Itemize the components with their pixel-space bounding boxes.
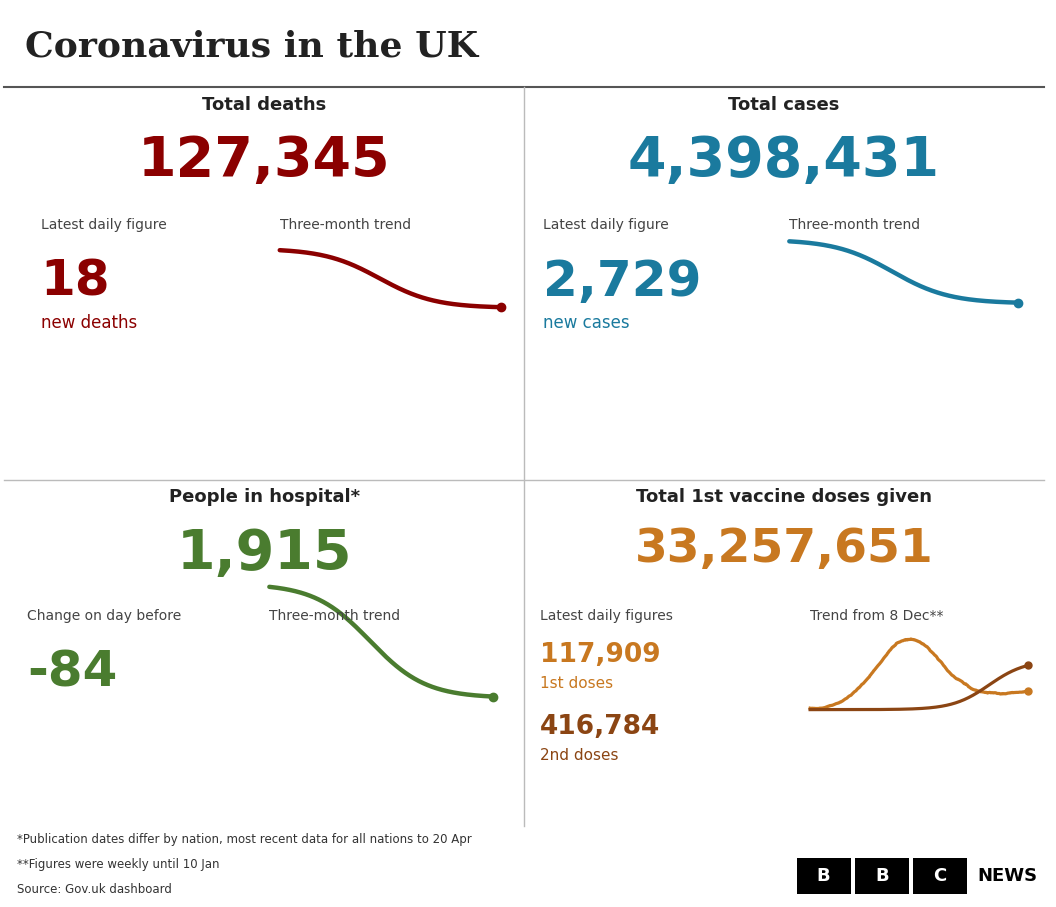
FancyBboxPatch shape: [854, 858, 909, 893]
FancyBboxPatch shape: [796, 858, 851, 893]
Text: 127,345: 127,345: [138, 134, 391, 189]
Text: *Publication dates differ by nation, most recent data for all nations to 20 Apr: *Publication dates differ by nation, mos…: [17, 833, 471, 845]
Text: 4,398,431: 4,398,431: [628, 134, 940, 189]
Text: NEWS: NEWS: [978, 867, 1038, 885]
Text: 1st doses: 1st doses: [540, 677, 612, 691]
Text: 1,915: 1,915: [176, 527, 352, 581]
Text: new cases: new cases: [543, 314, 629, 332]
Text: **Figures were weekly until 10 Jan: **Figures were weekly until 10 Jan: [17, 858, 220, 871]
Text: 18: 18: [40, 258, 110, 306]
Text: new deaths: new deaths: [40, 314, 137, 332]
Text: Latest daily figures: Latest daily figures: [540, 609, 673, 623]
Text: Three-month trend: Three-month trend: [789, 218, 921, 232]
Text: Latest daily figure: Latest daily figure: [543, 218, 668, 232]
Text: B: B: [816, 867, 830, 885]
Text: Trend from 8 Dec**: Trend from 8 Dec**: [810, 609, 944, 623]
Text: Change on day before: Change on day before: [27, 609, 182, 623]
Text: Coronavirus in the UK: Coronavirus in the UK: [25, 29, 478, 63]
Text: 2,729: 2,729: [543, 258, 701, 306]
Text: Source: Gov.uk dashboard: Source: Gov.uk dashboard: [17, 883, 171, 896]
Text: Total cases: Total cases: [729, 96, 840, 114]
Text: 2nd doses: 2nd doses: [540, 748, 618, 764]
Text: C: C: [934, 867, 947, 885]
Text: People in hospital*: People in hospital*: [169, 488, 360, 505]
Text: 33,257,651: 33,257,651: [635, 527, 934, 572]
Text: B: B: [875, 867, 889, 885]
Text: Three-month trend: Three-month trend: [269, 609, 400, 623]
Text: Latest daily figure: Latest daily figure: [40, 218, 166, 232]
Text: -84: -84: [27, 649, 117, 697]
Text: Total deaths: Total deaths: [202, 96, 326, 114]
Text: 117,909: 117,909: [540, 642, 660, 668]
Text: Total 1st vaccine doses given: Total 1st vaccine doses given: [636, 488, 932, 505]
Text: Three-month trend: Three-month trend: [280, 218, 411, 232]
FancyBboxPatch shape: [913, 858, 967, 893]
Text: 416,784: 416,784: [540, 714, 660, 740]
